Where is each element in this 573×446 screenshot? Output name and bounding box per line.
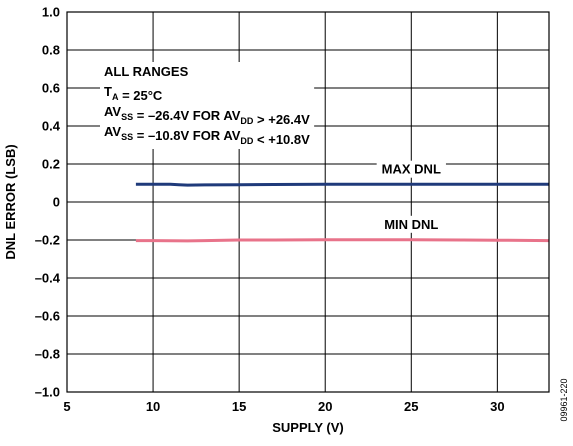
y-tick-label: –1.0 xyxy=(35,385,60,400)
series-line xyxy=(135,238,550,243)
y-tick-label: 0.8 xyxy=(42,43,60,58)
label-background-layer xyxy=(100,62,446,233)
x-tick-label: 20 xyxy=(318,399,332,414)
y-tick-label: 0.6 xyxy=(42,81,60,96)
x-tick-label: 30 xyxy=(490,399,504,414)
y-tick-label: 1.0 xyxy=(42,5,60,20)
series-layer: MAX DNL MIN DNL xyxy=(135,162,550,243)
x-tick-label: 15 xyxy=(232,399,246,414)
series-label: MIN DNL xyxy=(384,217,438,232)
x-tick-label: 5 xyxy=(63,399,70,414)
series-label-background xyxy=(379,215,444,233)
figure-id: 09961-220 xyxy=(559,378,569,421)
y-tick-label: –0.2 xyxy=(35,233,60,248)
series-label: MAX DNL xyxy=(382,162,441,177)
series-line xyxy=(135,182,549,187)
x-tick-label: 10 xyxy=(146,399,160,414)
conditions-annotation: ALL RANGES TA = 25°C AVSS = –26.4V FOR AVD… xyxy=(104,64,310,147)
y-tick-label: –0.4 xyxy=(35,271,61,286)
y-tick-label: 0.4 xyxy=(42,119,61,134)
annotation-background xyxy=(100,62,315,149)
tick-label-layer: 5 10 15 20 25 30 1.0 0.8 0.6 0.4 0.2 0 –0.2 –0.4 –0.6 –… xyxy=(35,5,505,415)
series-label-background xyxy=(376,160,446,178)
y-tick-label: 0.2 xyxy=(42,157,60,172)
y-tick-label: –0.6 xyxy=(35,309,60,324)
y-axis-label: DNL ERROR (LSB) xyxy=(3,144,18,259)
y-tick-label: 0 xyxy=(53,195,60,210)
x-axis-label: SUPPLY (V) xyxy=(272,420,344,435)
x-tick-label: 25 xyxy=(404,399,418,414)
y-tick-label: –0.8 xyxy=(35,347,60,362)
plot-frame xyxy=(66,11,550,393)
